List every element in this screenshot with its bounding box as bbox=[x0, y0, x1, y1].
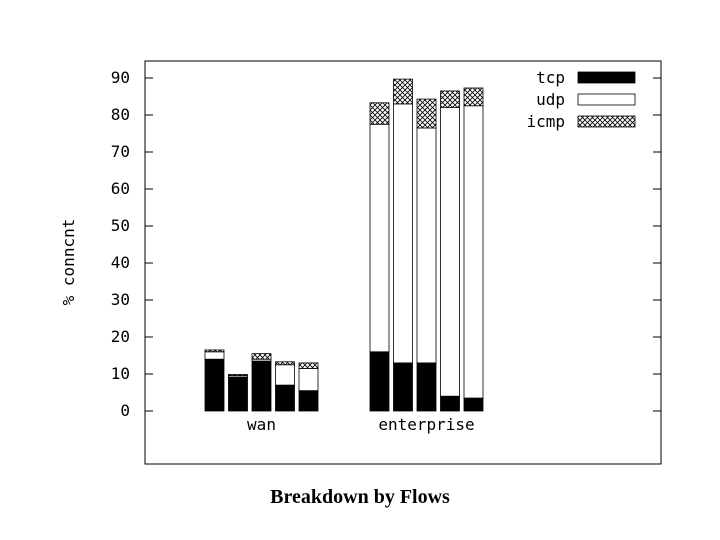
legend: tcp udp icmp bbox=[526, 68, 636, 131]
legend-swatch-icmp bbox=[577, 115, 636, 128]
bar-segment-udp bbox=[393, 103, 413, 364]
bar-segment-tcp bbox=[251, 360, 272, 412]
y-tick-label: 0 bbox=[120, 401, 130, 420]
y-tick-label: 70 bbox=[111, 142, 130, 161]
y-axis-label: % conncnt bbox=[59, 219, 78, 306]
y-tick-label: 10 bbox=[111, 364, 130, 383]
bar-segment-tcp bbox=[369, 351, 390, 412]
bar-segment-icmp bbox=[251, 353, 272, 360]
legend-label-tcp: tcp bbox=[536, 68, 565, 87]
bar-segment-tcp bbox=[393, 362, 413, 412]
legend-label-udp: udp bbox=[536, 90, 565, 109]
bar-segment-icmp bbox=[369, 102, 390, 125]
bar-segment-icmp bbox=[298, 362, 319, 369]
bar-segment-tcp bbox=[463, 397, 484, 412]
group-label-wan: wan bbox=[247, 415, 276, 434]
bar-segment-tcp bbox=[204, 358, 225, 412]
bar-segment-udp bbox=[275, 364, 295, 386]
y-tick-label: 80 bbox=[111, 105, 130, 124]
bar-segment-icmp bbox=[416, 98, 437, 129]
bar-segment-icmp bbox=[393, 78, 413, 105]
bar-segment-tcp bbox=[275, 384, 295, 412]
bars bbox=[204, 78, 484, 412]
y-tick-label: 40 bbox=[111, 253, 130, 272]
y-tick-label: 20 bbox=[111, 327, 130, 346]
bar-segment-udp bbox=[369, 123, 390, 353]
chart-caption: Breakdown by Flows bbox=[270, 486, 450, 508]
bar-segment-tcp bbox=[228, 376, 248, 412]
bar-segment-udp bbox=[204, 351, 225, 360]
legend-swatch-tcp bbox=[577, 71, 636, 84]
bar-segment-udp bbox=[416, 127, 437, 364]
bar-segment-udp bbox=[440, 107, 460, 397]
bar-segment-udp bbox=[463, 105, 484, 399]
bar-segment-tcp bbox=[298, 390, 319, 412]
y-tick-label: 60 bbox=[111, 179, 130, 198]
y-tick-label: 30 bbox=[111, 290, 130, 309]
bar-segment-icmp bbox=[463, 87, 484, 107]
group-label-enterprise: enterprise bbox=[378, 415, 474, 434]
bar-segment-icmp bbox=[275, 361, 295, 366]
bar-segment-tcp bbox=[416, 362, 437, 412]
y-axis: 0 10 20 30 40 50 60 70 80 90 bbox=[111, 68, 661, 420]
bar-segment-icmp bbox=[440, 90, 460, 108]
y-tick-label: 90 bbox=[111, 68, 130, 87]
bar-segment-tcp bbox=[440, 395, 460, 412]
bar-segment-udp bbox=[298, 368, 319, 392]
bar-segment-icmp bbox=[204, 349, 225, 353]
legend-label-icmp: icmp bbox=[526, 112, 565, 131]
legend-swatch-udp bbox=[577, 93, 636, 106]
bar-segment-icmp bbox=[228, 373, 248, 376]
y-tick-label: 50 bbox=[111, 216, 130, 235]
group-labels: wan enterprise bbox=[247, 415, 475, 434]
